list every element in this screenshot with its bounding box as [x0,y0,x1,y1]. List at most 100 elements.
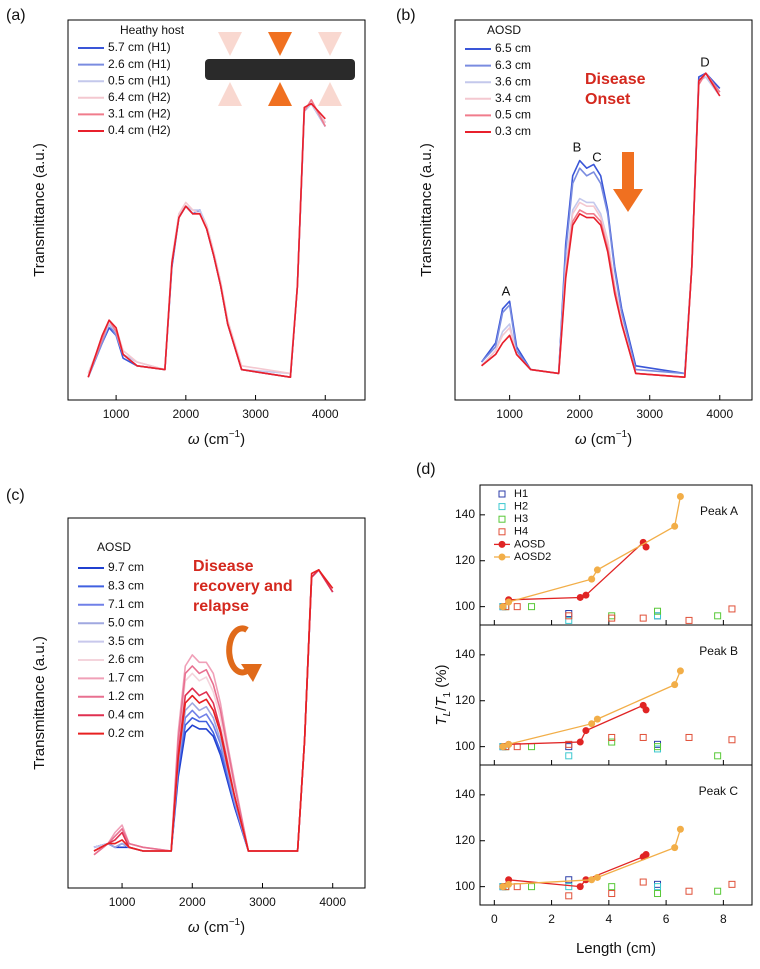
point [593,715,601,723]
point [608,890,616,898]
spectrum-line [87,102,326,378]
legend-label: 7.1 cm [108,597,144,611]
light-cone [268,82,292,106]
point [642,851,650,859]
point [505,880,513,888]
point [714,887,722,895]
point [654,890,662,898]
x-tick-label: 4000 [312,407,339,421]
point [676,825,684,833]
legend-title: AOSD [97,540,131,554]
legend-label: 1.7 cm [108,671,144,685]
peak-name: Peak B [699,644,738,658]
point [728,880,736,888]
arrow-head [241,664,262,682]
point [685,887,693,895]
legend-label: 6.5 cm [495,41,531,55]
series-line [502,853,647,888]
point [676,492,684,500]
y-axis-label-part: L [442,711,453,717]
annotation: Disease [585,71,646,88]
y-axis-label-part: (%) [433,664,450,692]
annotation: Onset [585,91,631,108]
legend-label: 0.3 cm [495,124,531,138]
legend-swatch [498,553,506,561]
spectrum-line [87,102,326,378]
point [588,720,596,728]
legend-title: Heathy host [120,23,185,37]
point [608,738,616,746]
point [608,883,616,891]
point [528,883,536,891]
x-tick-label: 4 [605,912,612,926]
x-tick-label: 0 [491,912,498,926]
y-axis-label: TL/T1 (%) [433,664,453,725]
legend-swatch [498,540,506,548]
peak-label: A [502,283,511,298]
x-axis-label-part: ω [575,431,587,448]
x-tick-label: 1000 [109,895,136,909]
legend-label: 2.6 cm [108,652,144,666]
y-axis-label-part: T [433,696,450,707]
x-tick-label: 2000 [172,407,199,421]
point [714,612,722,620]
peak-name: Peak C [699,784,739,798]
point [565,883,573,891]
x-axis-label-part: (cm [200,919,229,936]
point [576,593,584,601]
annotation: relapse [193,598,249,615]
x-tick-label: 4000 [319,895,346,909]
x-axis-label-part: −1 [229,917,241,928]
spectrum-line [87,102,326,375]
onset-arrow [613,152,643,212]
x-tick-label: 4000 [706,407,733,421]
x-tick-label: 2 [548,912,555,926]
y-tick-label: 120 [455,833,475,847]
y-tick-label: 140 [455,787,475,801]
x-axis-label-part: ) [240,919,245,936]
annotation: Disease [193,558,254,575]
point [499,603,507,611]
legend-label: H3 [514,513,528,525]
legend-label: 1.2 cm [108,689,144,703]
legend-label: H1 [514,488,528,500]
light-cone [318,82,342,106]
y-tick-label: 140 [455,647,475,661]
point [642,706,650,714]
point [593,873,601,881]
y-tick-label: 120 [455,553,475,567]
legend-label: AOSD2 [514,551,551,563]
point [728,736,736,744]
panel-label: (a) [6,7,26,24]
fiber [205,59,355,80]
x-axis-label: ω (cm−1) [188,917,245,936]
legend-swatch [498,515,506,523]
legend-label: 0.2 cm [108,726,144,740]
legend-title: AOSD [487,23,521,37]
legend-label: 8.3 cm [108,579,144,593]
spectrum-line [481,72,721,378]
panel-label: (c) [6,487,25,504]
point [654,740,662,748]
point [588,876,596,884]
legend-label: 9.7 cm [108,560,144,574]
point [685,616,693,624]
legend-label: 5.0 cm [108,615,144,629]
point [528,743,536,751]
plot-frame [454,19,753,401]
y-axis-label: Transmittance (a.u.) [31,143,48,277]
y-axis-label: Transmittance (a.u.) [31,636,48,770]
point [639,733,647,741]
fiber-diagram [205,32,355,106]
y-axis-label-part: T [433,715,450,726]
y-axis-label-part: 1 [442,691,453,697]
x-axis-label-part: ω [188,431,200,448]
y-axis-label-part: / [433,706,450,711]
point [565,740,573,748]
point [499,883,507,891]
point [528,603,536,611]
legend-label: 0.5 cm [495,108,531,122]
relapse-arrow [226,625,262,682]
point [565,612,573,620]
point [565,616,573,624]
